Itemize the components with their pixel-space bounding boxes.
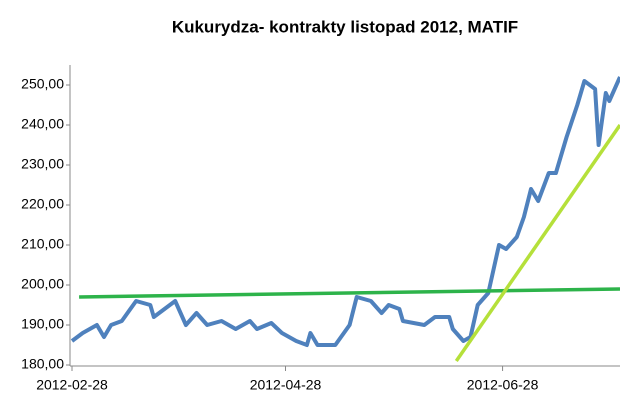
y-tick-label: 250,00 xyxy=(21,76,64,92)
y-tick-label: 210,00 xyxy=(21,236,64,252)
y-tick-label: 190,00 xyxy=(21,316,64,332)
y-tick-label: 220,00 xyxy=(21,196,64,212)
x-tick-label: 2012-02-28 xyxy=(36,377,108,393)
x-tick-label: 2012-04-28 xyxy=(250,377,322,393)
y-tick-label: 230,00 xyxy=(21,156,64,172)
y-tick-label: 180,00 xyxy=(21,356,64,372)
series-line xyxy=(454,124,620,362)
y-tick-label: 200,00 xyxy=(21,276,64,292)
y-tick-label: 240,00 xyxy=(21,116,64,132)
series-line xyxy=(70,76,620,347)
series-line xyxy=(79,287,620,299)
chart-title: Kukurydza- kontrakty listopad 2012, MATI… xyxy=(172,17,518,36)
x-tick-label: 2012-06-28 xyxy=(467,377,539,393)
